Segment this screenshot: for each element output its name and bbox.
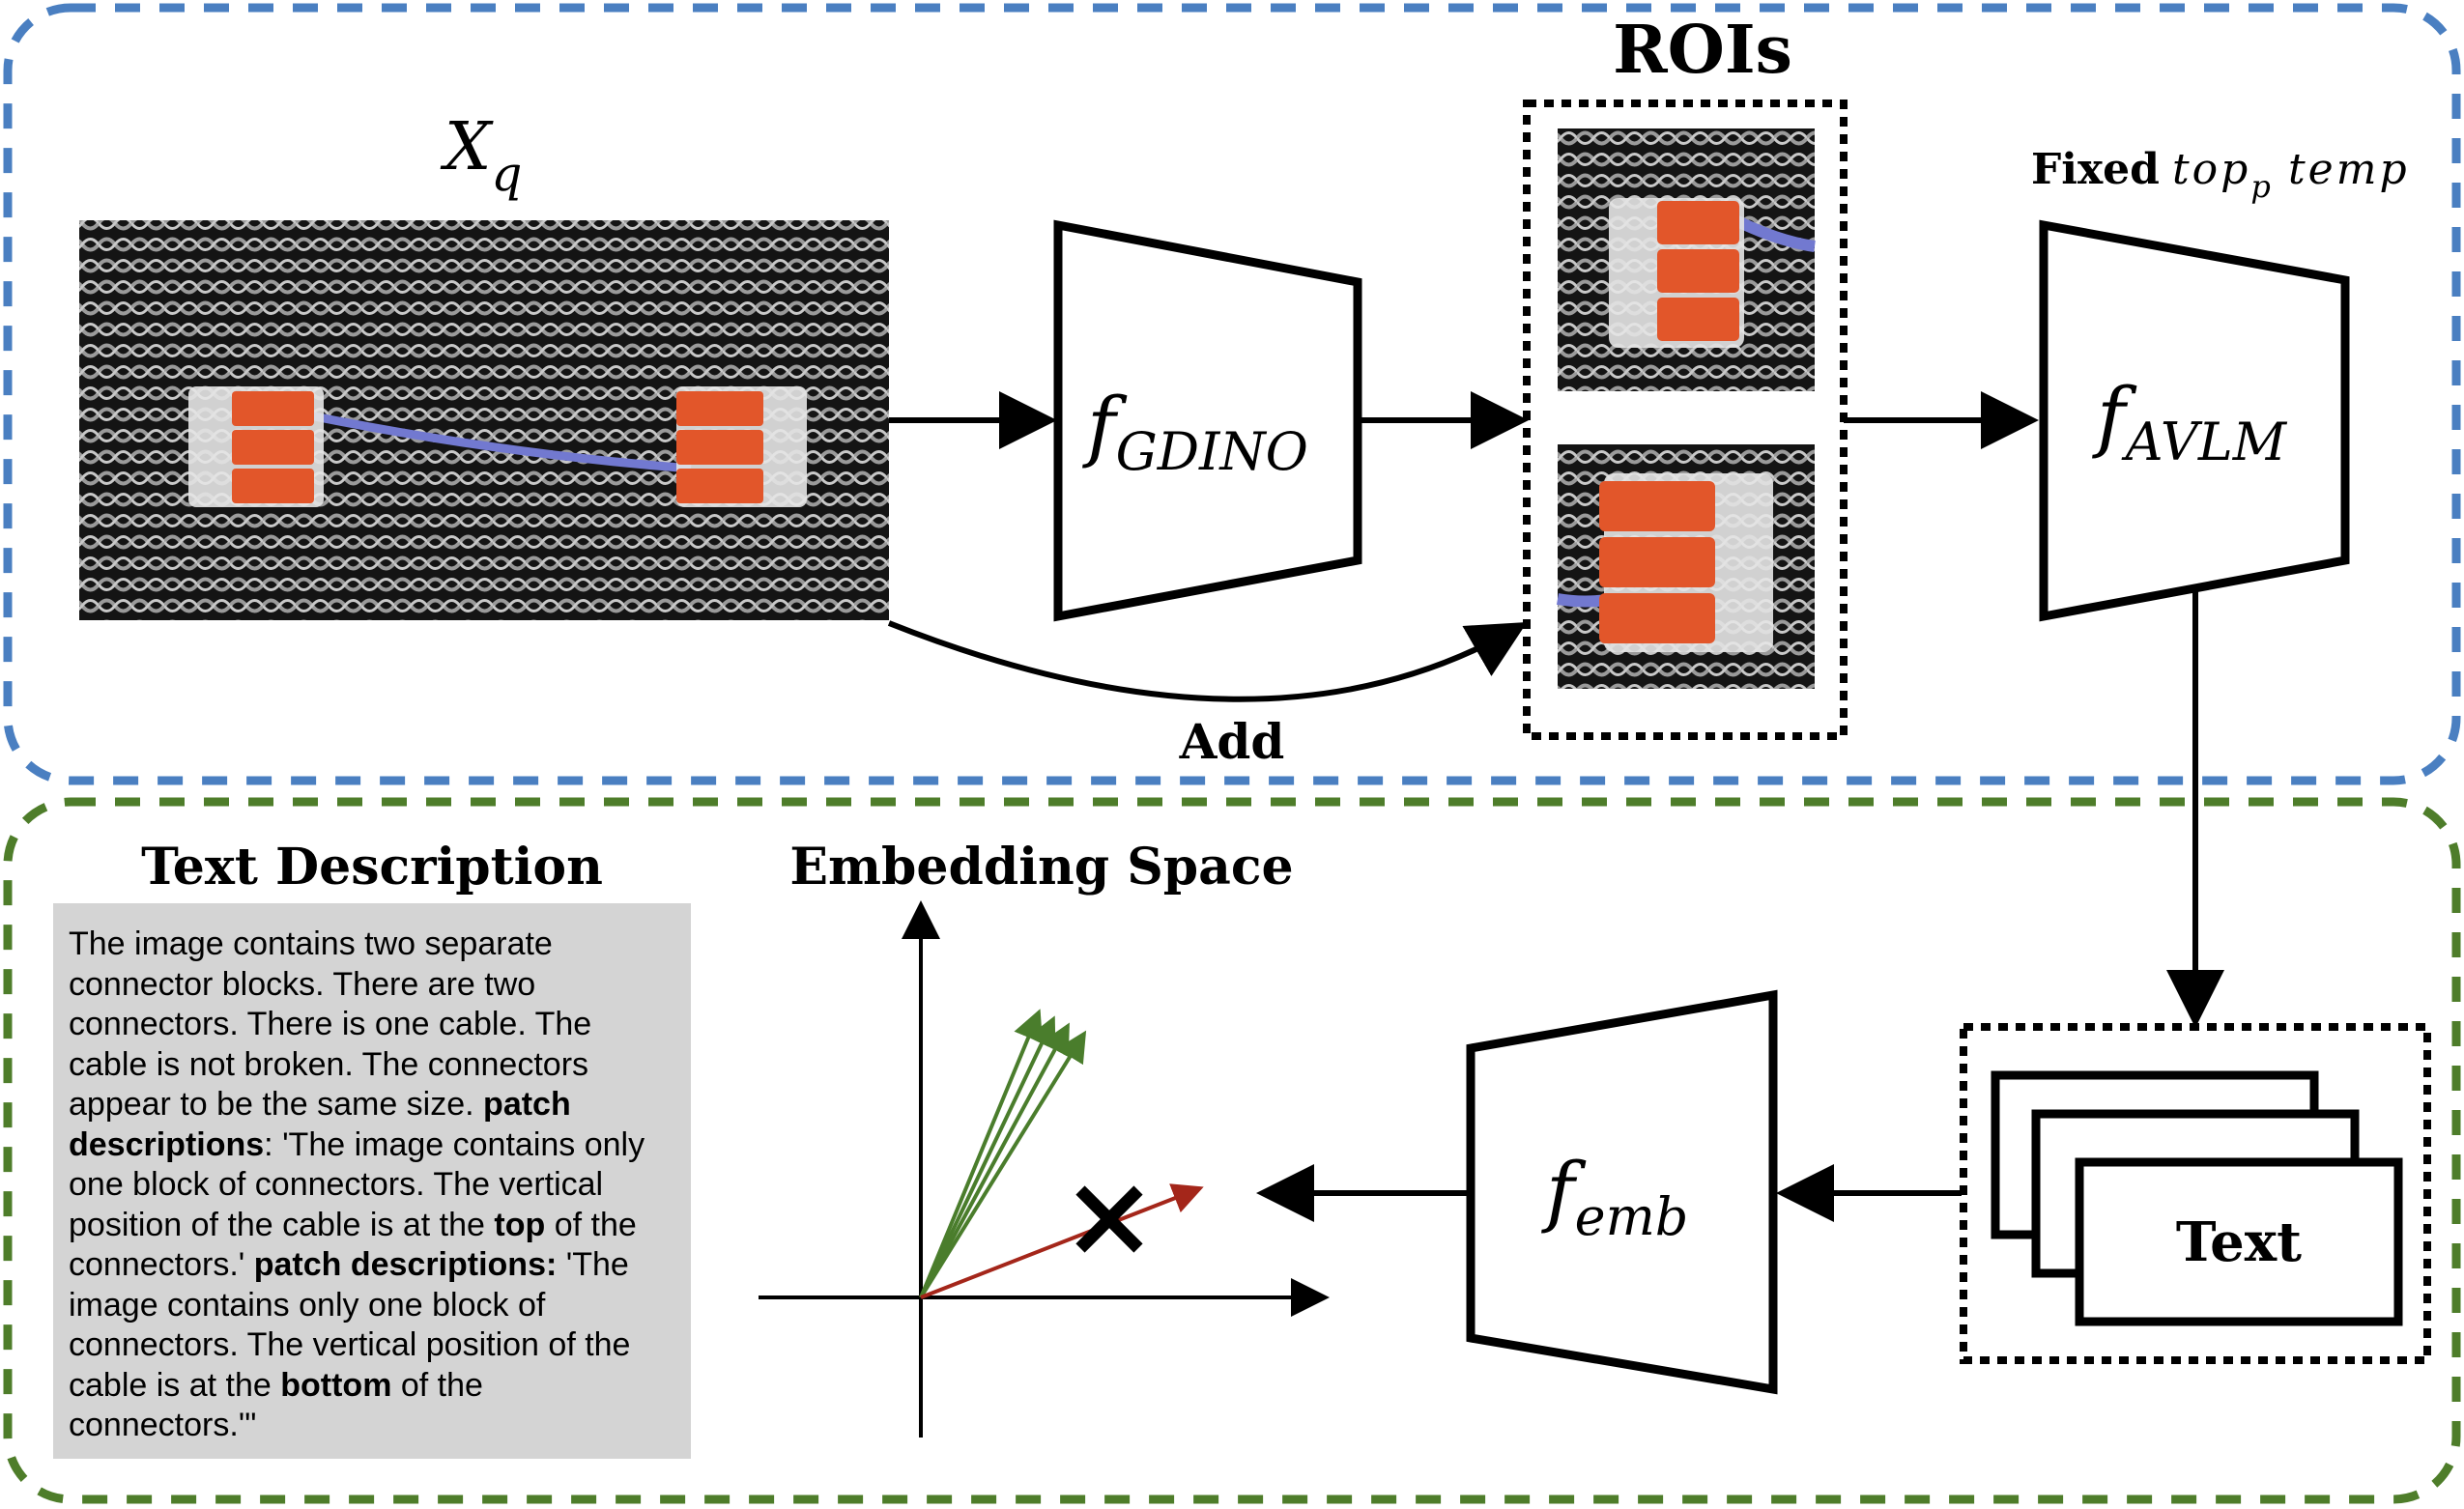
text-description-panel: The image contains two separate connecto… [53, 903, 691, 1459]
roi-image-bottom [1556, 444, 1815, 689]
gdino-label: fGDINO [1082, 381, 1308, 482]
desc-part-2: : 'The image contains only one block of … [69, 1125, 645, 1243]
rois-title: ROIs [1613, 12, 1792, 89]
top-p-label: topp [2172, 145, 2274, 205]
emb-label-sub: emb [1575, 1186, 1689, 1247]
add-label: Add [1179, 713, 1285, 770]
desc-bold-1: patch descriptions [69, 1086, 571, 1163]
text-card-front [2075, 1157, 2403, 1326]
avlm-label: fAVLM [2092, 371, 2288, 472]
roi-image-top [1558, 128, 1816, 391]
desc-part-1: The image contains two separate connecto… [69, 925, 592, 1123]
emb-block [1466, 989, 1778, 1395]
input-image [79, 220, 889, 620]
bottom-section-border [3, 797, 2461, 1504]
avlm-block [2039, 219, 2350, 622]
text-description-title: Text Description [141, 838, 603, 897]
top-p-label-base: top [2172, 145, 2250, 194]
text-card-label: Text [2176, 1210, 2302, 1274]
left-connector [188, 386, 324, 507]
input-label: Xq [440, 109, 522, 202]
embedding-axes [759, 900, 1330, 1438]
desc-part-4: 'The image contains only one block of co… [69, 1246, 631, 1404]
right-connector [676, 386, 807, 507]
fixed-label: Fixed [2031, 145, 2160, 194]
desc-part-3: of the connectors.' [69, 1206, 637, 1284]
gdino-label-sub: GDINO [1116, 421, 1308, 482]
input-label-sub: q [491, 146, 522, 202]
desc-bold-4: bottom [280, 1366, 392, 1404]
avlm-label-sub: AVLM [2121, 412, 2288, 472]
input-label-base: X [440, 109, 494, 185]
green-vectors [919, 1009, 1087, 1299]
temp-label: temp [2288, 145, 2410, 194]
emb-label: femb [1541, 1146, 1688, 1247]
gdino-block [1053, 219, 1362, 622]
desc-bold-2: top [494, 1206, 546, 1243]
desc-bold-3: patch descriptions: [253, 1246, 558, 1283]
red-vector [920, 1183, 1204, 1299]
top-section-border [3, 3, 2461, 785]
x-mark-icon [1075, 1185, 1143, 1253]
top-p-label-sub: p [2250, 168, 2273, 205]
text-card-stack: Text [1991, 1070, 2403, 1326]
desc-part-5: of the connectors.'" [69, 1366, 483, 1444]
text-cards-box [1960, 1023, 2431, 1364]
add-arrow [887, 620, 1528, 702]
embedding-space-title: Embedding Space [789, 838, 1293, 897]
